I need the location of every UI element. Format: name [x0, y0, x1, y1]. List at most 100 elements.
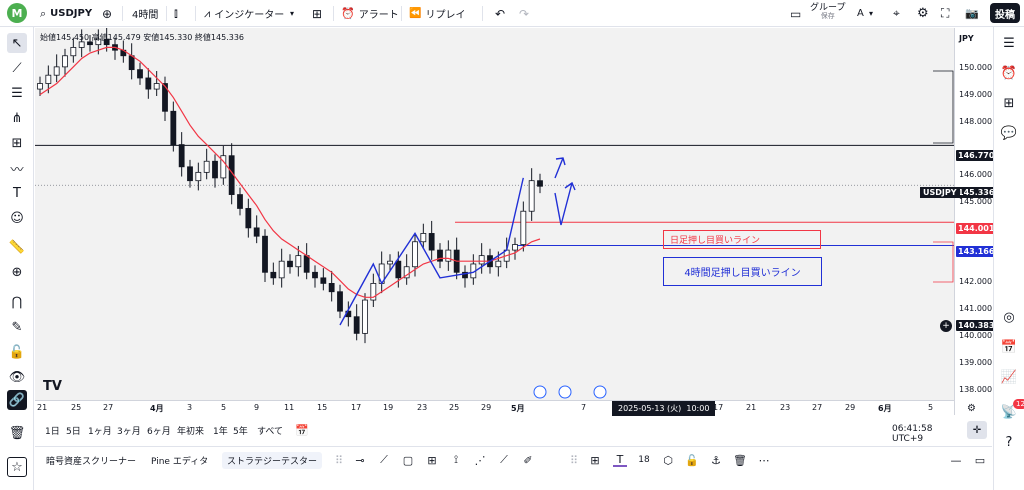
snapshot-button[interactable]: 📷	[965, 4, 979, 23]
fullscreen-button[interactable]: ⛶	[941, 4, 949, 23]
redo-button[interactable]: ↷	[519, 4, 529, 23]
moving-average-line	[39, 46, 541, 298]
user-avatar[interactable]: M	[7, 3, 27, 23]
icons-tool[interactable]: ☺	[7, 208, 27, 228]
quick-grid[interactable]: ⊞	[425, 453, 439, 467]
text-tool[interactable]: T	[7, 183, 27, 203]
interval-button[interactable]: 4時間	[132, 10, 159, 21]
chart-pane[interactable]: 日足押し目買いライン 4時間足押し目買いライン 𝗧𝗩	[35, 28, 954, 415]
candle-body	[528, 180, 535, 212]
clock-label[interactable]: 06:41:58 UTC+9	[892, 424, 933, 444]
group-letter[interactable]: A	[857, 8, 864, 19]
symbol-search-button[interactable]: ⌕ USDJPY	[40, 4, 92, 23]
price-axis[interactable]: JPY 150.000 149.000 148.000 146.000 145.…	[954, 28, 997, 415]
currency-label[interactable]: JPY	[959, 34, 974, 43]
quick-pattern[interactable]: ⟟	[449, 453, 463, 467]
quick-horizontal-ray[interactable]: ⊸	[353, 453, 367, 467]
candle-body	[387, 260, 393, 265]
group-selector[interactable]: グループ 保存	[810, 4, 845, 23]
price-tick: 140.000	[959, 331, 993, 340]
target-button[interactable]: ◎	[999, 307, 1019, 327]
favorites-tool[interactable]: ☆	[7, 457, 27, 477]
hide-drawings-tool[interactable]: 👁	[7, 367, 27, 387]
indicators-dropdown[interactable]: ▾	[290, 4, 294, 23]
replay-button[interactable]: ⏪ リプレイ	[409, 4, 465, 23]
range-1m[interactable]: 1ヶ月	[88, 427, 112, 437]
compare-button[interactable]: ⊕	[102, 4, 112, 23]
trendline-tool[interactable]: ⟋	[7, 58, 27, 78]
tab-strategy-tester[interactable]: ストラテジーテスター	[222, 452, 323, 469]
remove-drawings-tool[interactable]: 🗑	[7, 423, 27, 443]
path-icon: ⋰	[474, 453, 486, 467]
candle-body	[237, 194, 243, 209]
axis-settings-button[interactable]: ⚙	[967, 403, 976, 414]
drag-handle[interactable]: ⠿	[332, 453, 346, 467]
range-all[interactable]: すべて	[257, 427, 284, 437]
watchlist-button[interactable]: ☰	[999, 33, 1019, 53]
tab-pine-editor[interactable]: Pine エディタ	[151, 457, 209, 467]
quick-search-button[interactable]: ⌖	[893, 4, 900, 23]
auto-scale-button[interactable]: ✛	[967, 421, 987, 439]
range-ytd[interactable]: 年初来	[177, 427, 205, 437]
delete-button[interactable]: 🗑	[733, 453, 747, 467]
magnet-tool[interactable]: ⋂	[7, 292, 27, 312]
horizontal-lines-tool[interactable]: ☰	[7, 83, 27, 103]
measure-tool[interactable]: 📏	[7, 237, 27, 257]
link-tool[interactable]: 🔗	[7, 390, 27, 410]
streams-button[interactable]: 📡 12	[999, 399, 1024, 422]
ideas-button[interactable]: 📈	[999, 367, 1019, 387]
tab-crypto-screener[interactable]: 暗号資産スクリーナー	[46, 457, 137, 467]
candle-body	[437, 249, 443, 262]
candle-body	[145, 77, 152, 90]
quick-rectangle[interactable]: ▢	[401, 453, 415, 467]
date-range-button[interactable]: 📅	[295, 424, 309, 437]
font-size-button[interactable]: 18	[638, 455, 650, 465]
more-button[interactable]: ⋯	[757, 453, 771, 467]
layout-icon-button[interactable]: ▭	[790, 4, 801, 23]
forecasting-tool[interactable]: 〰	[7, 158, 27, 178]
minimize-panel-button[interactable]: —	[949, 453, 963, 467]
calendar-button[interactable]: 📅	[999, 337, 1019, 357]
time-axis[interactable]: 21 25 27 4月 3 5 9 11 15 17 19 23 25 29 5…	[35, 400, 954, 416]
range-3m[interactable]: 3ヶ月	[117, 427, 141, 437]
cursor-tool[interactable]: ↖	[7, 33, 27, 53]
alerts-button[interactable]: ⏰	[999, 63, 1019, 83]
anchor-button[interactable]: ⚓	[709, 453, 723, 467]
settings-button[interactable]: ⬡	[661, 453, 675, 467]
quick-brush[interactable]: ✐	[521, 453, 535, 467]
indicators-button[interactable]: ⩘ インジケーター	[204, 4, 284, 23]
range-5y[interactable]: 5年	[233, 427, 248, 437]
lock-drawings-tool[interactable]: 🔓	[7, 342, 27, 362]
data-window-button[interactable]: ⊞	[999, 93, 1019, 113]
quick-line[interactable]: ⟋	[497, 453, 511, 467]
range-6m[interactable]: 6ヶ月	[147, 427, 171, 437]
patterns-tool[interactable]: ⊞	[7, 133, 27, 153]
maximize-panel-button[interactable]: ▭	[973, 453, 987, 467]
settings-button[interactable]: ⚙	[917, 4, 929, 23]
stay-in-drawing-tool[interactable]: ✎	[7, 317, 27, 337]
daily-buy-line-label[interactable]: 日足押し目買いライン	[663, 230, 821, 249]
lock-button[interactable]: 🔓	[685, 453, 699, 467]
h4-buy-line-label[interactable]: 4時間足押し目買いライン	[663, 257, 822, 286]
undo-button[interactable]: ↶	[495, 4, 505, 23]
chart-type-button[interactable]: ⫾	[174, 4, 178, 23]
range-5d[interactable]: 5日	[66, 427, 81, 437]
template-button[interactable]: ⊞	[588, 453, 602, 467]
text-color-button[interactable]: T	[613, 453, 627, 467]
layouts-button[interactable]: ⊞	[312, 4, 322, 23]
alert-button[interactable]: ⏰ アラート	[341, 4, 399, 23]
drag-handle[interactable]: ⠿	[567, 453, 581, 467]
chat-button[interactable]: 💬	[999, 123, 1019, 143]
quick-path[interactable]: ⋰	[473, 453, 487, 467]
quick-trendline[interactable]: ⟋	[377, 453, 391, 467]
pitchfork-tool[interactable]: ⋔	[7, 108, 27, 128]
price-tick: 150.000	[959, 63, 993, 72]
group-dropdown[interactable]: ▾	[869, 4, 873, 23]
add-price-button[interactable]: +	[940, 320, 952, 332]
help-button[interactable]: ?	[999, 432, 1019, 452]
range-1d[interactable]: 1日	[45, 427, 60, 437]
trash-icon: 🗑	[8, 425, 26, 441]
zoom-tool[interactable]: ⊕	[7, 262, 27, 282]
post-button[interactable]: 投稿	[990, 3, 1020, 23]
range-1y[interactable]: 1年	[213, 427, 228, 437]
